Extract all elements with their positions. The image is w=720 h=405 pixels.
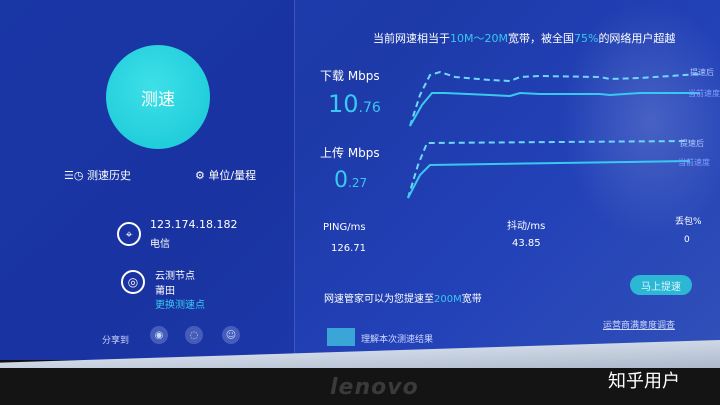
upload-boost-line: [407, 140, 691, 199]
jitter-label: 抖动/ms: [507, 221, 546, 232]
globe-icon: ◎: [121, 270, 145, 294]
screen-glare: [560, 0, 720, 240]
operator-survey-link[interactable]: 运营商满意度调查: [603, 321, 676, 331]
history-icon: ☰◷: [64, 169, 87, 182]
location-icon: ⌖: [117, 222, 141, 246]
node-city: 莆田: [155, 286, 175, 297]
gear-icon: ⚙: [195, 169, 209, 182]
report-thumbnail: [327, 328, 355, 346]
lenovo-logo: lenovo: [330, 375, 419, 400]
loss-label: 丢包%: [675, 217, 702, 227]
download-legend-boost: 提速后: [690, 68, 714, 77]
download-value: 10.76: [328, 90, 381, 118]
node-label: 云测节点: [155, 271, 195, 282]
upload-label: 上传 Mbps: [320, 146, 380, 160]
loss-value: 0: [684, 235, 690, 245]
change-node-link[interactable]: 更换测速点: [155, 300, 205, 311]
upload-legend-current: 当前速度: [678, 158, 710, 167]
summary-text: 当前网速相当于10M～20M宽带，被全国75%的网络用户超越: [373, 32, 676, 45]
isp: 电信: [150, 239, 170, 250]
ping-value: 126.71: [331, 243, 366, 254]
upload-value: 0.27: [334, 168, 368, 193]
units-button[interactable]: ⚙ 单位/量程: [195, 167, 256, 183]
weibo-icon[interactable]: ◌: [185, 326, 203, 344]
boost-now-button[interactable]: 马上提速: [630, 275, 692, 295]
watermark: 知乎用户: [608, 371, 680, 392]
jitter-value: 43.85: [512, 238, 541, 249]
boost-now-label: 马上提速: [641, 281, 681, 293]
history-button[interactable]: ☰◷ 测速历史: [64, 167, 131, 183]
wechat-icon[interactable]: ◉: [150, 326, 168, 344]
promo-text: 网速管家可以为您提速至200M宽带: [324, 294, 482, 305]
history-label: 测速历史: [86, 169, 131, 182]
left-panel: 测速 ☰◷ 测速历史 ⚙ 单位/量程 ⌖ 123.174.18.182 电信 ◎…: [0, 0, 295, 360]
share-label: 分享到: [102, 336, 130, 346]
download-label: 下载 Mbps: [320, 69, 380, 83]
download-current-line: [409, 91, 700, 127]
qq-icon[interactable]: ☺: [222, 326, 240, 344]
ping-label: PING/ms: [323, 222, 366, 233]
start-test-button[interactable]: 测速: [106, 45, 210, 149]
speed-graphs: [407, 70, 701, 199]
download-legend-current: 当前速度: [688, 89, 720, 98]
start-test-label: 测速: [141, 89, 175, 110]
report-link[interactable]: 理解本次测速结果: [361, 335, 434, 345]
download-boost-line: [409, 70, 701, 127]
laptop-bezel: [0, 368, 720, 405]
speedtest-window: 测速 ☰◷ 测速历史 ⚙ 单位/量程 ⌖ 123.174.18.182 电信 ◎…: [0, 0, 720, 360]
units-label: 单位/量程: [208, 169, 257, 182]
upload-current-line: [407, 160, 691, 199]
ip-address: 123.174.18.182: [150, 218, 238, 231]
upload-legend-boost: 提速后: [680, 139, 704, 148]
